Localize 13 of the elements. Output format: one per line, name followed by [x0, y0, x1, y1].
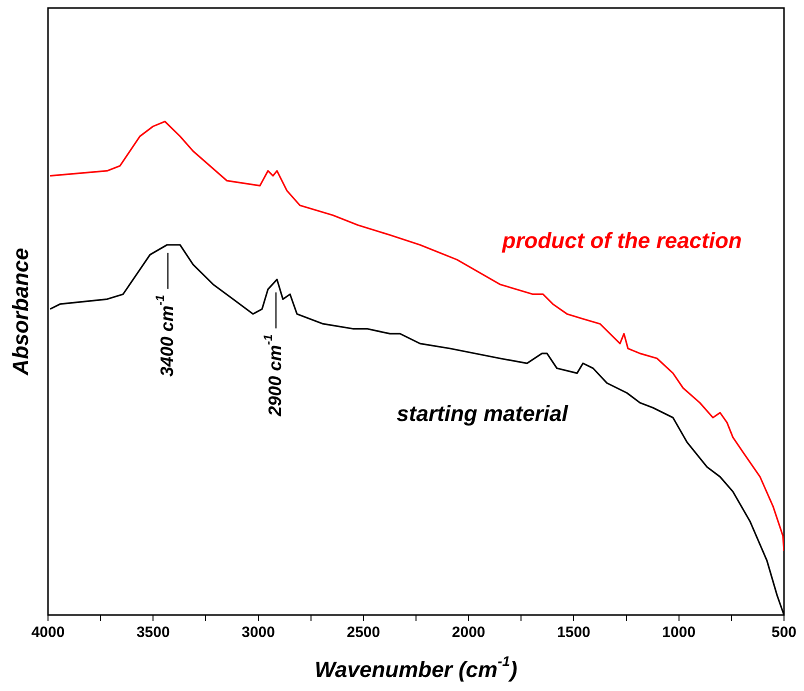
annotation: 2900 cm-1: [261, 334, 285, 418]
x-tick-label: 2000: [452, 624, 486, 642]
x-tick-label: 2500: [346, 624, 380, 642]
series-label: product of the reaction: [501, 228, 742, 253]
x-tick-label: 4000: [31, 624, 65, 642]
annotation: 3400 cm-1: [152, 294, 177, 377]
x-tick-label: 1500: [557, 624, 590, 642]
x-tick-label: 1000: [662, 624, 696, 642]
series-label: starting material: [396, 400, 569, 426]
y-axis-title: Absorbance: [8, 248, 34, 376]
x-tick-label: 3000: [242, 624, 275, 642]
x-tick-label: 500: [771, 624, 797, 642]
x-tick-label: 3500: [136, 624, 170, 642]
